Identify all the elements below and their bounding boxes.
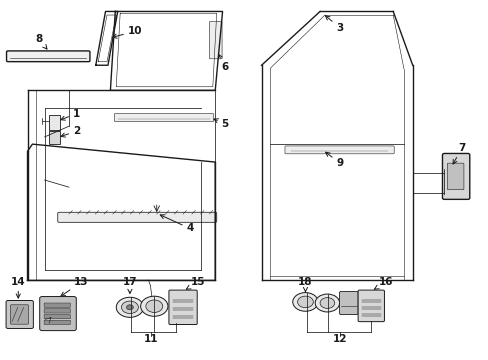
Text: 7: 7 (452, 143, 464, 164)
Text: 13: 13 (61, 277, 88, 296)
Text: 1: 1 (61, 109, 80, 120)
Circle shape (320, 298, 334, 309)
FancyBboxPatch shape (447, 163, 463, 190)
FancyBboxPatch shape (10, 305, 28, 324)
Circle shape (145, 300, 163, 312)
FancyBboxPatch shape (209, 22, 222, 59)
Text: 8: 8 (35, 34, 47, 49)
Text: 17: 17 (122, 277, 137, 293)
Circle shape (297, 296, 313, 308)
Text: 10: 10 (112, 26, 142, 38)
Circle shape (116, 297, 143, 318)
Text: 15: 15 (186, 277, 205, 289)
FancyBboxPatch shape (44, 320, 70, 324)
Text: 18: 18 (298, 277, 312, 292)
FancyBboxPatch shape (49, 131, 60, 144)
FancyBboxPatch shape (58, 212, 216, 222)
Text: 6: 6 (218, 54, 228, 72)
Circle shape (121, 301, 138, 314)
FancyBboxPatch shape (6, 301, 33, 328)
FancyBboxPatch shape (44, 303, 70, 307)
Text: 16: 16 (374, 277, 392, 289)
Text: 3: 3 (325, 16, 343, 33)
FancyBboxPatch shape (442, 153, 469, 199)
Circle shape (292, 293, 318, 311)
FancyBboxPatch shape (40, 297, 76, 330)
Text: 14: 14 (11, 277, 25, 298)
Text: 2: 2 (61, 126, 80, 137)
Text: 11: 11 (143, 333, 158, 343)
FancyBboxPatch shape (339, 292, 357, 315)
Text: 4: 4 (160, 215, 193, 233)
FancyBboxPatch shape (49, 115, 60, 130)
Circle shape (141, 296, 167, 316)
FancyBboxPatch shape (114, 114, 213, 122)
FancyBboxPatch shape (168, 290, 197, 324)
FancyBboxPatch shape (6, 51, 90, 62)
Text: 9: 9 (325, 152, 343, 168)
Text: 12: 12 (332, 333, 346, 343)
Circle shape (126, 305, 133, 310)
Text: 5: 5 (213, 119, 228, 129)
FancyBboxPatch shape (44, 315, 70, 319)
FancyBboxPatch shape (285, 146, 393, 154)
FancyBboxPatch shape (357, 290, 384, 321)
FancyBboxPatch shape (44, 309, 70, 313)
Circle shape (315, 294, 339, 312)
